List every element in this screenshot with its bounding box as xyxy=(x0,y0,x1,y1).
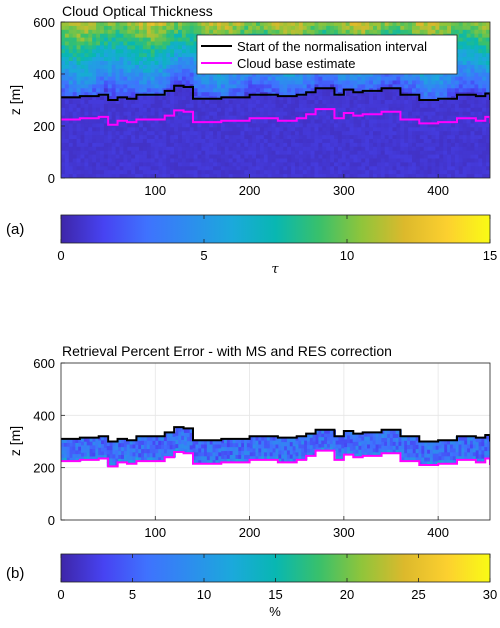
y-tick-label: 400 xyxy=(33,67,55,82)
colorbar-tick-label: 15 xyxy=(483,248,497,263)
panel-b-label: (b) xyxy=(6,565,24,582)
x-tick-label: 300 xyxy=(333,183,355,198)
colorbar-tick-label: 5 xyxy=(200,248,207,263)
colorbar-tick-label: 10 xyxy=(197,587,211,602)
y-tick-label: 0 xyxy=(48,171,55,186)
x-tick-label: 400 xyxy=(427,183,449,198)
colorbar-a: 0 5 10 15 xyxy=(57,215,497,263)
x-tick-label: 200 xyxy=(239,525,261,540)
x-tick-label: 100 xyxy=(144,525,166,540)
colorbar-tick-label: 15 xyxy=(268,587,282,602)
colorbar-tick-label: 30 xyxy=(483,587,497,602)
colorbar-tick-label: 25 xyxy=(411,587,425,602)
colorbar-b: 0 5 10 15 20 25 30 xyxy=(57,554,497,602)
y-tick-label: 600 xyxy=(33,15,55,30)
legend-cloud-base-label: Cloud base estimate xyxy=(237,56,356,71)
colorbar-tick-label: 0 xyxy=(57,587,64,602)
colorbar-tick-label: 0 xyxy=(57,248,64,263)
colorbar-tick-label: 10 xyxy=(340,248,354,263)
x-tick-label: 400 xyxy=(427,525,449,540)
panel-b-plot: Retrieval Percent Error - with MS and RE… xyxy=(6,343,497,619)
panel-a-ylabel: z [m] xyxy=(7,85,23,115)
colorbar-b-label: % xyxy=(269,604,281,619)
x-tick-label: 100 xyxy=(144,183,166,198)
legend-normalisation-label: Start of the normalisation interval xyxy=(237,39,427,54)
y-tick-label: 200 xyxy=(33,119,55,134)
x-tick-label: 200 xyxy=(239,183,261,198)
y-tick-label: 400 xyxy=(33,408,55,423)
colorbar-tick-label: 20 xyxy=(340,587,354,602)
x-tick-label: 300 xyxy=(333,525,355,540)
legend: Start of the normalisation interval Clou… xyxy=(197,35,457,74)
colorbar-a-label: τ xyxy=(271,262,279,277)
y-tick-label: 200 xyxy=(33,461,55,476)
y-tick-label: 0 xyxy=(48,513,55,528)
colorbar-tick-label: 5 xyxy=(129,587,136,602)
panel-a-title: Cloud Optical Thickness xyxy=(62,3,213,19)
panel-b-ylabel: z [m] xyxy=(7,426,23,456)
y-tick-label: 600 xyxy=(33,356,55,371)
panel-a-label: (a) xyxy=(6,221,24,238)
panel-b-title: Retrieval Percent Error - with MS and RE… xyxy=(62,343,392,359)
